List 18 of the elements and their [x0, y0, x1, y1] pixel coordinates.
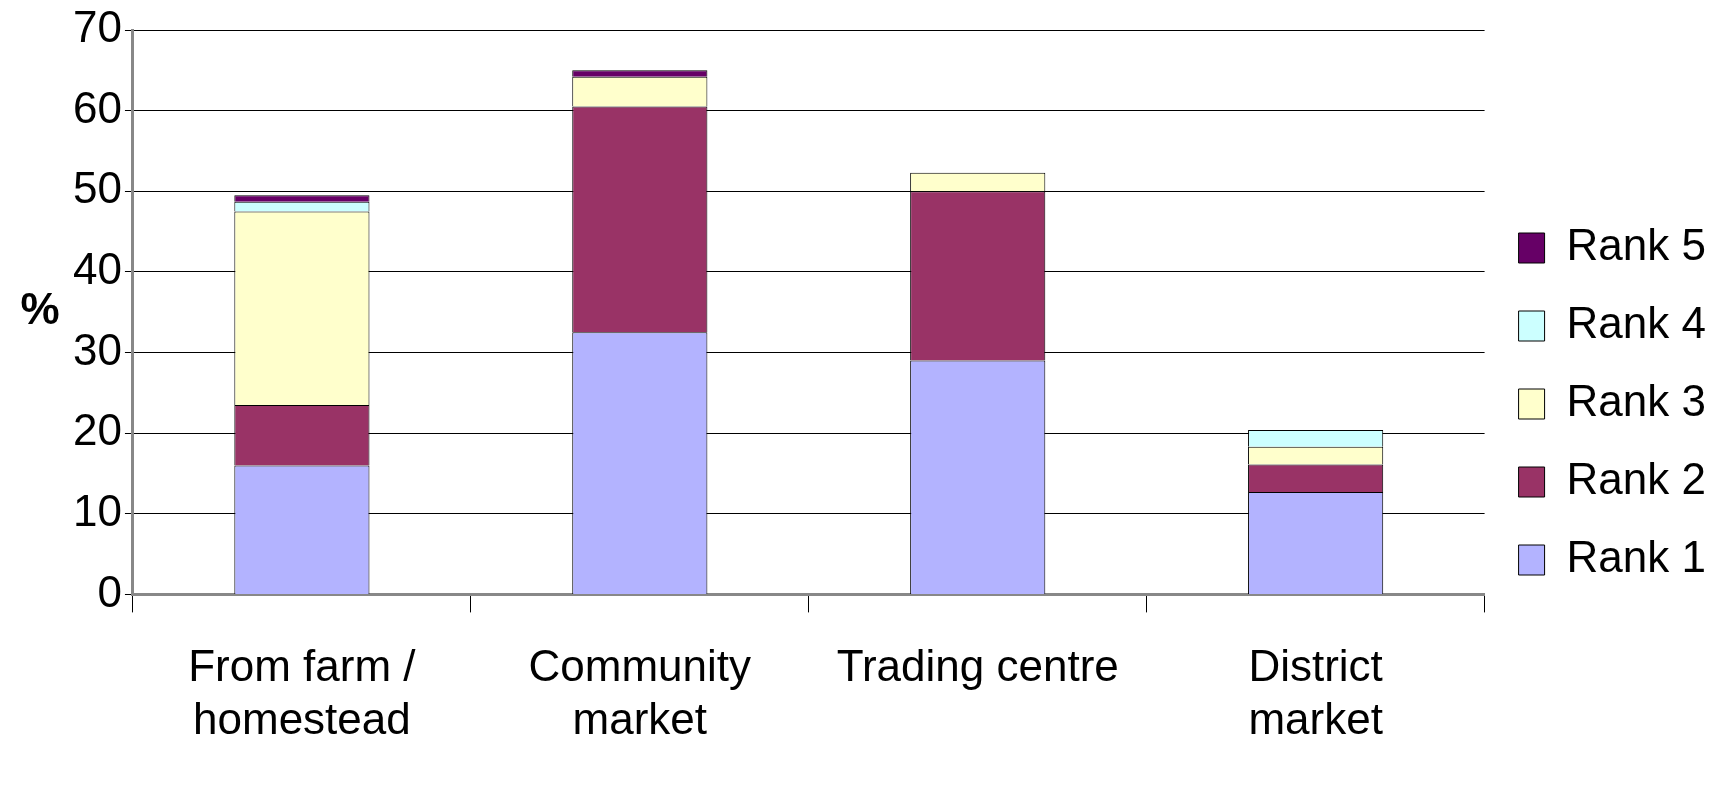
y-tick-label: 30 [72, 324, 122, 374]
y-tick-label: 10 [72, 485, 122, 535]
y-tick-label: 70 [72, 2, 122, 52]
y-tick-label: 60 [72, 82, 122, 132]
y-tick-label: 50 [72, 163, 122, 213]
y-tick-label: 20 [72, 405, 122, 455]
legend-label: Rank 3 [1566, 376, 1707, 426]
y-tick-label: 0 [97, 566, 122, 616]
x-tick-label: Community market [528, 640, 752, 743]
x-tick-label: Trading centre [836, 640, 1119, 690]
legend-label: Rank 4 [1566, 298, 1707, 348]
y-tick-label: 40 [72, 244, 122, 294]
x-tick-label: District market [1248, 640, 1383, 743]
y-axis-title: % [20, 284, 60, 334]
x-tick-label: From farm / homestead [188, 640, 417, 743]
legend-label: Rank 5 [1566, 220, 1707, 270]
legend-label: Rank 1 [1566, 532, 1707, 582]
legend-label: Rank 2 [1566, 454, 1707, 504]
